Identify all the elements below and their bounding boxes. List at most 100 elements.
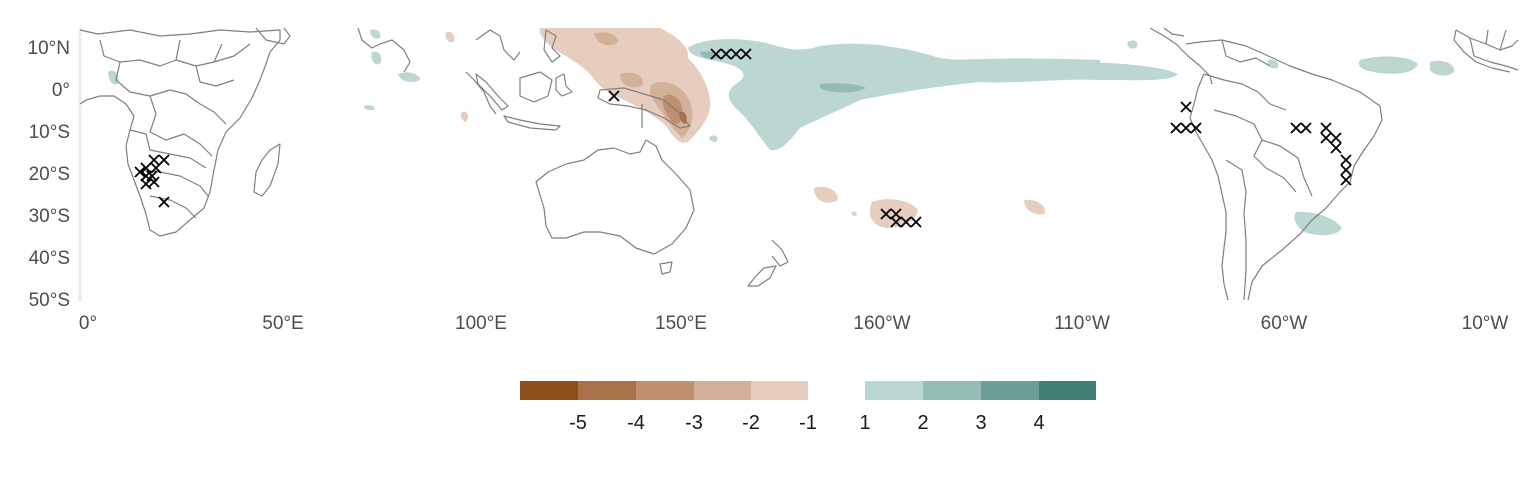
negative-area-south-pacific-3 (1024, 199, 1045, 215)
legend-label-neg-3: -3 (685, 412, 703, 434)
significance-markers (134, 48, 1352, 228)
significance-marker (910, 216, 922, 228)
negative-anomaly-strong (662, 94, 683, 125)
significance-marker (1170, 122, 1182, 134)
africa-borders-1 (99, 39, 251, 67)
legend-label-neg-5: -5 (569, 412, 587, 434)
significance-marker (1330, 132, 1342, 144)
y-axis-label-10s: 10°S (28, 122, 70, 143)
significance-marker (710, 48, 722, 60)
legend-swatch-pos-3 (981, 381, 1039, 400)
y-axis-label-50s: 50°S (28, 290, 70, 311)
significance-marker (740, 48, 752, 60)
positive-core-1 (820, 83, 866, 93)
x-axis-label-100e: 100°E (455, 313, 507, 334)
significance-marker (134, 166, 146, 178)
significance-marker (1330, 142, 1342, 154)
australia-outline (535, 139, 695, 255)
borneo (519, 71, 553, 103)
significance-marker (1340, 164, 1352, 176)
new-zealand (747, 239, 789, 287)
positive-area-central-2 (1127, 40, 1138, 49)
land-outlines (79, 27, 1519, 301)
significance-marker (140, 162, 152, 174)
negative-area-indian-2 (460, 111, 469, 122)
south-america-borders-4 (1225, 159, 1247, 301)
significance-marker (1290, 122, 1302, 134)
africa-borders-4 (129, 129, 207, 169)
legend-swatch-neg-3 (636, 381, 694, 400)
legend-swatch-pos-4 (1039, 381, 1096, 400)
significance-marker (1340, 154, 1352, 166)
y-axis-label-10n: 10°N (27, 38, 70, 59)
negative-mid-2 (620, 72, 643, 88)
y-axis-label-40s: 40°S (28, 248, 70, 269)
sulawesi (555, 73, 573, 97)
significance-marker (146, 170, 158, 182)
x-axis-label-60w: 60°W (1260, 313, 1308, 334)
positive-area-central-3 (1267, 59, 1279, 69)
madagascar (253, 143, 281, 197)
y-axis-label-0: 0° (51, 80, 70, 101)
x-axis-label-160w: 160°W (853, 313, 911, 334)
significance-marker (1340, 174, 1352, 186)
africa-borders-3 (149, 95, 213, 157)
negative-strong-1 (662, 94, 683, 125)
significance-marker (720, 48, 732, 60)
positive-area-central-1 (709, 135, 718, 142)
significance-marker (1180, 101, 1192, 113)
y-axis-label-20s: 20°S (28, 164, 70, 185)
x-axis-label-0: 0° (78, 313, 98, 334)
negative-area-indian-1 (445, 31, 455, 43)
significance-marker (148, 176, 160, 188)
significance-marker (880, 208, 892, 220)
legend-label-neg-1: -1 (799, 412, 817, 434)
negative-mid-1 (594, 32, 618, 46)
x-axis-label-110w: 110°W (1054, 313, 1110, 334)
positive-area-south-america-se (1294, 211, 1342, 236)
significance-marker (158, 196, 170, 208)
legend-label-pos-3: 3 (975, 412, 987, 434)
legend-swatch-pos-1 (865, 381, 923, 400)
asia-outline-1 (357, 27, 411, 73)
legend-label-neg-4: -4 (627, 412, 645, 434)
south-america-borders-5 (1261, 139, 1313, 197)
significance-marker (1180, 122, 1192, 134)
legend-label-pos-1: 1 (859, 412, 871, 434)
negative-area-south-pacific-2 (814, 186, 838, 203)
africa-borders-2 (115, 61, 227, 125)
africa-borders-6 (149, 195, 197, 219)
significance-marker (1300, 122, 1312, 134)
positive-area-indian-2 (398, 72, 420, 82)
positive-area-africa-west (108, 70, 119, 85)
positive-area-west-pacific-band (688, 39, 1178, 151)
west-africa-right (1455, 29, 1519, 71)
significance-marker (1320, 122, 1332, 134)
significance-marker (730, 48, 742, 60)
java (503, 115, 561, 131)
africa-outline (79, 29, 281, 237)
positive-area-indian-3 (364, 105, 375, 110)
south-america-borders-2 (1203, 73, 1287, 111)
new-guinea (597, 87, 691, 129)
sumatra (475, 73, 509, 111)
philippines (543, 29, 561, 63)
legend-label-pos-4: 4 (1033, 412, 1045, 434)
significance-marker (608, 90, 620, 102)
negative-area-tiny (851, 211, 857, 216)
significance-marker (150, 162, 162, 174)
south-america-borders-1 (1221, 39, 1271, 67)
y-axis-label-30s: 30°S (28, 206, 70, 227)
positive-area-indian-4 (370, 29, 381, 39)
legend-label-neg-2: -2 (742, 412, 760, 434)
positive-anomaly-areas (108, 29, 1455, 236)
significance-marker (900, 216, 912, 228)
asia-outline-2 (465, 71, 497, 115)
asia-outline-3 (475, 29, 521, 61)
west-africa-coast-right (1453, 29, 1511, 73)
south-america-outline (1185, 39, 1383, 301)
legend-swatch-neg-5 (520, 381, 578, 400)
legend-label-pos-2: 2 (917, 412, 929, 434)
arabia-outline (255, 27, 291, 45)
